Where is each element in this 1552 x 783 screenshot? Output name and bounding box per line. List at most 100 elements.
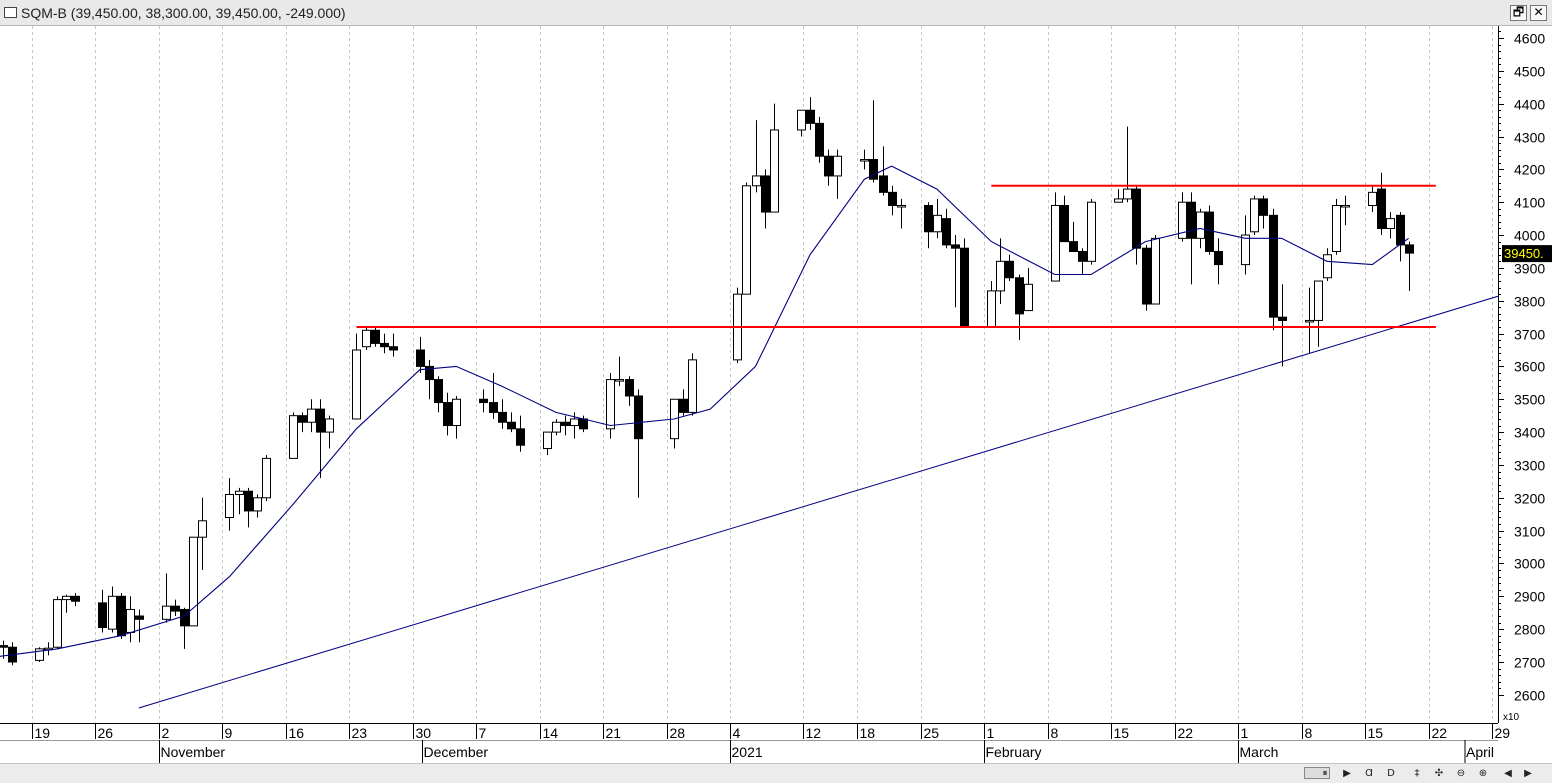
- candle-body: [1241, 234, 1250, 266]
- x-month-label: November: [161, 744, 226, 760]
- x-tick-label: 15: [1114, 725, 1130, 741]
- candle: [1151, 235, 1160, 305]
- prev-icon[interactable]: Ɑ: [1365, 768, 1373, 779]
- candle: [1024, 267, 1033, 312]
- candle: [325, 415, 334, 449]
- candle-body: [770, 129, 779, 213]
- scroll-thumb[interactable]: [1304, 767, 1330, 779]
- candle: [1305, 287, 1314, 354]
- candle: [543, 431, 552, 456]
- candle-body: [1205, 211, 1214, 252]
- candle-body: [325, 418, 334, 433]
- candle-body: [679, 398, 688, 413]
- candle-body: [98, 602, 107, 629]
- candle-body: [71, 595, 80, 602]
- candle-body: [815, 122, 824, 157]
- candle: [516, 415, 525, 452]
- candle: [1123, 126, 1132, 203]
- candle: [53, 596, 62, 649]
- candle: [752, 120, 761, 193]
- candle-body: [507, 421, 516, 430]
- candle-body: [307, 408, 316, 423]
- candle: [443, 392, 452, 436]
- restore-button[interactable]: 🗗: [1510, 5, 1527, 21]
- candle-body: [244, 490, 253, 512]
- candle-body: [1024, 283, 1033, 312]
- candle-body: [425, 365, 434, 381]
- zoom-out-icon[interactable]: ✣: [1434, 768, 1444, 779]
- candle: [371, 327, 380, 347]
- candle-body: [1368, 191, 1377, 206]
- next-icon[interactable]: D: [1387, 768, 1395, 779]
- pause-icon[interactable]: ⏸: [1322, 768, 1328, 779]
- candle-body: [879, 175, 888, 193]
- play-icon[interactable]: ▶: [1343, 768, 1351, 779]
- y-tick-label: 2700: [1514, 655, 1545, 671]
- candle: [171, 599, 180, 617]
- candle-body: [479, 398, 488, 404]
- end-icon[interactable]: ▶: [1524, 768, 1532, 779]
- x-tick-label: 25: [924, 725, 940, 741]
- candle: [289, 412, 298, 459]
- x-tick-label: 1: [987, 725, 995, 741]
- candle: [996, 238, 1005, 305]
- candle-body: [443, 402, 452, 427]
- candle: [98, 589, 107, 633]
- y-axis-background: [1498, 26, 1552, 763]
- y-tick-label: 4100: [1514, 195, 1545, 211]
- candle: [380, 333, 389, 354]
- candle: [1078, 248, 1087, 275]
- y-tick-label: 3300: [1514, 458, 1545, 474]
- candle-body: [579, 418, 588, 430]
- candle-body: [362, 329, 371, 348]
- window-icon: [4, 7, 17, 18]
- candle-body: [752, 175, 761, 187]
- candle-body: [897, 204, 906, 208]
- candle-body: [1214, 250, 1223, 266]
- y-tick-label: 2600: [1514, 688, 1545, 704]
- candle: [1278, 284, 1287, 367]
- candle: [897, 198, 906, 229]
- candle-body: [180, 608, 189, 627]
- candlestick-chart[interactable]: 2600 2700 2800 2900 3000 3100 3200 3300 3400 3500…: [0, 26, 1552, 763]
- candle-body: [452, 398, 461, 427]
- y-tick-label: 3100: [1514, 524, 1545, 540]
- candle: [298, 412, 307, 433]
- candle: [235, 487, 244, 515]
- candle: [951, 235, 960, 308]
- candle: [879, 146, 888, 196]
- arrow-right-icon[interactable]: ◀: [1504, 768, 1512, 779]
- y-tick-label: 3900: [1514, 261, 1545, 277]
- candle: [434, 376, 443, 413]
- candle: [479, 389, 488, 413]
- candle-body: [1405, 244, 1414, 254]
- candle: [425, 359, 434, 400]
- candle-body: [1305, 319, 1314, 323]
- y-tick-label: 2800: [1514, 622, 1545, 638]
- zoom-in-icon[interactable]: ⊖: [1456, 768, 1466, 779]
- close-button[interactable]: ✕: [1530, 5, 1547, 21]
- candle-body: [1015, 277, 1024, 315]
- candle: [679, 389, 688, 416]
- candle-body: [543, 431, 552, 450]
- y-tick-label: 4200: [1514, 162, 1545, 178]
- candle: [452, 395, 461, 439]
- x-tick-label: 16: [289, 725, 305, 741]
- y-tick-label: 3800: [1514, 294, 1545, 310]
- arrow-left-icon[interactable]: ⊕: [1478, 768, 1488, 779]
- candle-body: [62, 595, 71, 601]
- candle-body: [987, 290, 996, 328]
- fit-icon[interactable]: ‡: [1414, 768, 1420, 779]
- x-tick-label: 23: [352, 725, 368, 741]
- candle: [35, 647, 44, 662]
- candle: [761, 169, 770, 229]
- candle-body: [289, 415, 298, 459]
- candle-body: [996, 260, 1005, 292]
- candle: [389, 333, 398, 357]
- x-tick-label: 4: [733, 725, 741, 741]
- axes: 2600 2700 2800 2900 3000 3100 3200 3300 3400 3500…: [0, 26, 1552, 763]
- candle: [824, 149, 833, 186]
- x-tick-label: 29: [1495, 725, 1511, 741]
- candle: [561, 415, 570, 436]
- candle-body: [198, 520, 207, 538]
